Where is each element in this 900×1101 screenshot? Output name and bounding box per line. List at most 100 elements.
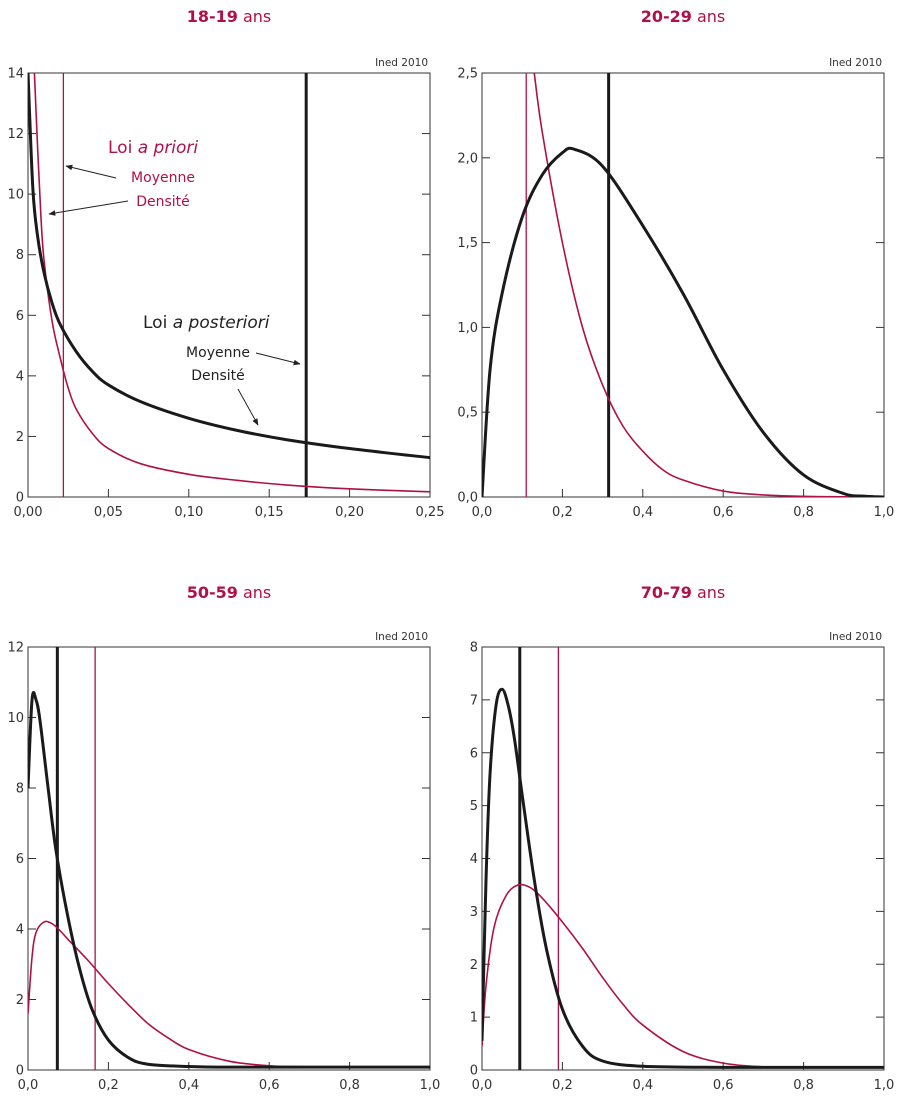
plot-area [28, 73, 430, 497]
y-tick-label: 0 [16, 491, 24, 506]
prior-density-curve [533, 73, 884, 497]
posterior-law-label-italic: a posteriori [173, 313, 270, 333]
plot-frame [27, 646, 431, 1071]
y-tick-label: 0 [470, 1064, 478, 1079]
y-tick-label: 0,0 [457, 491, 478, 506]
x-tick-label: 0,20 [335, 505, 364, 520]
chart-panel-2: 50-59 ans Ined 2010 0 2 4 6 8 10 12 0,0 0,2 0,4 0,6 0… [7, 583, 440, 1093]
y-tick-label: 10 [7, 711, 24, 726]
y-tick-label: 1,0 [457, 321, 478, 336]
y-tick-label: 2 [470, 958, 478, 973]
credit-text: Ined 2010 [375, 631, 428, 643]
y-tick-label: 14 [7, 67, 24, 82]
y-tick-label: 6 [16, 309, 24, 324]
x-tick-label: 0,15 [255, 505, 284, 520]
credit-text: Ined 2010 [829, 631, 882, 643]
y-tick-label: 1,5 [457, 236, 478, 251]
prior-law-label-italic: a priori [138, 138, 199, 158]
y-tick-label: 4 [470, 852, 478, 867]
panel-title-unit: ans [692, 7, 725, 26]
posterior-law-label: Loi a posteriori [143, 313, 270, 333]
x-tick-label: 1,0 [420, 1078, 441, 1093]
posterior-density-arrow [237, 388, 259, 426]
plot-area [482, 647, 884, 1070]
y-tick-label: 8 [16, 248, 24, 263]
x-tick-label: 0,05 [94, 505, 123, 520]
x-tick-label: 0,0 [472, 505, 493, 520]
credit-text: Ined 2010 [375, 57, 428, 69]
y-tick-label: 2,5 [457, 67, 478, 82]
y-tick-label: 0 [16, 1064, 24, 1079]
prior-density-arrow [48, 200, 129, 216]
posterior-density-curve [482, 146, 884, 497]
panel-title-age: 70-79 [641, 583, 692, 602]
x-tick-label: 0,8 [793, 1078, 814, 1093]
posterior-mean-arrow [255, 352, 301, 366]
plot-area [28, 647, 430, 1070]
chart-panel-3: 70-79 ans Ined 2010 0 1 2 3 4 5 6 7 8 0,0 0,2 0,4 0,6 0… [470, 583, 895, 1093]
chart-panel-0: 18-19 ans Ined 2010 0 2 4 6 8 10 12 14 0,00 0,05 0,1… [7, 7, 444, 520]
panel-title-unit: ans [692, 583, 725, 602]
x-tick-label: 0,0 [472, 1078, 493, 1093]
y-tick-label: 12 [7, 641, 24, 656]
x-tick-label: 0,2 [552, 505, 573, 520]
y-tick-label: 2 [16, 993, 24, 1008]
x-tick-label: 0,8 [339, 1078, 360, 1093]
panel-title: 70-79 ans [641, 583, 726, 602]
x-tick-label: 0,6 [713, 505, 734, 520]
y-tick-label: 10 [7, 188, 24, 203]
x-tick-label: 0,10 [174, 505, 203, 520]
y-tick-label: 2 [16, 430, 24, 445]
panel-title-unit: ans [238, 7, 271, 26]
prior-mean-arrow [65, 164, 117, 179]
x-tick-label: 0,6 [713, 1078, 734, 1093]
y-tick-label: 4 [16, 923, 24, 938]
panel-title: 20-29 ans [641, 7, 726, 26]
posterior-density-curve [482, 687, 884, 1069]
x-tick-label: 0,25 [416, 505, 445, 520]
posterior-density-curve [28, 690, 430, 1069]
x-tick-label: 0,2 [98, 1078, 119, 1093]
y-tick-label: 0,5 [457, 406, 478, 421]
prior-law-label-prefix: Loi [108, 138, 138, 158]
plot-frame [27, 72, 431, 498]
x-tick-label: 0,6 [259, 1078, 280, 1093]
prior-density-label: Densité [136, 194, 190, 210]
panel-title-age: 50-59 [187, 583, 238, 602]
y-tick-label: 8 [470, 641, 478, 656]
x-tick-label: 1,0 [874, 505, 895, 520]
y-tick-label: 12 [7, 127, 24, 142]
prior-mean-label: Moyenne [131, 170, 195, 186]
credit-text: Ined 2010 [829, 57, 882, 69]
y-tick-label: 3 [470, 905, 478, 920]
y-tick-label: 2,0 [457, 151, 478, 166]
y-tick-label: 7 [470, 693, 478, 708]
y-tick-label: 4 [16, 369, 24, 384]
posterior-density-label: Densité [191, 368, 245, 384]
chart-panel-1: 20-29 ans Ined 2010 0,0 0,5 1,0 1,5 2,0 2,5 0,0 0… [457, 7, 894, 520]
x-tick-label: 0,0 [18, 1078, 39, 1093]
posterior-mean-label: Moyenne [186, 345, 250, 361]
posterior-law-label-prefix: Loi [143, 313, 173, 333]
plot-area [482, 73, 884, 497]
panel-title: 50-59 ans [187, 583, 272, 602]
y-tick-label: 8 [16, 782, 24, 797]
panel-title-unit: ans [238, 583, 271, 602]
panel-title: 18-19 ans [187, 7, 272, 26]
y-tick-label: 1 [470, 1011, 478, 1026]
panel-title-age: 18-19 [187, 7, 238, 26]
y-tick-label: 6 [470, 746, 478, 761]
x-tick-label: 0,4 [632, 505, 653, 520]
prior-density-curve [482, 883, 884, 1069]
x-tick-label: 0,4 [632, 1078, 653, 1093]
x-tick-label: 0,2 [552, 1078, 573, 1093]
prior-law-label: Loi a priori [108, 138, 198, 158]
prior-density-curve [33, 73, 430, 493]
plot-frame [481, 646, 885, 1071]
x-tick-label: 0,4 [178, 1078, 199, 1093]
x-tick-label: 0,8 [793, 505, 814, 520]
y-tick-label: 6 [16, 852, 24, 867]
x-tick-label: 1,0 [874, 1078, 895, 1093]
plot-frame [481, 72, 885, 498]
